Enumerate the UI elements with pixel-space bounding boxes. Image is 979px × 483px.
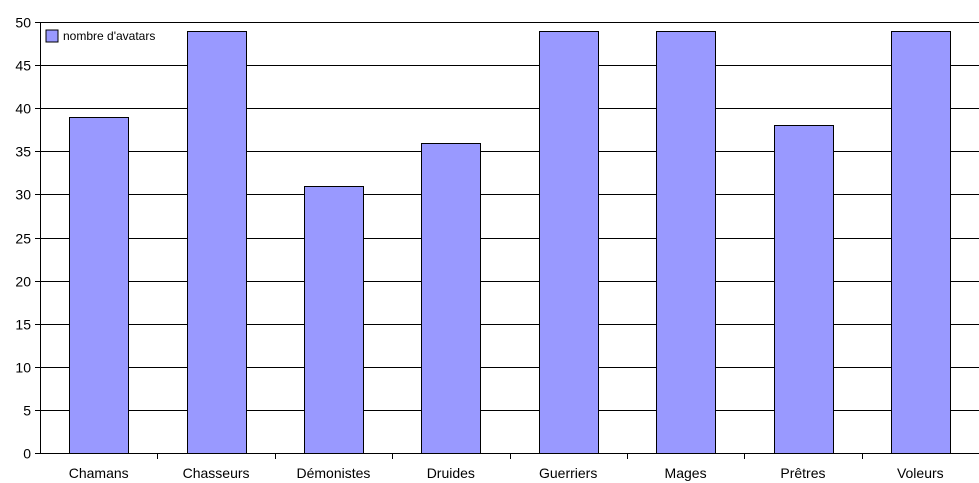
gridlines	[40, 22, 979, 411]
bar	[69, 117, 129, 454]
axes	[40, 22, 979, 454]
y-tick-label: 25	[15, 231, 31, 247]
bar	[187, 31, 247, 454]
x-tick-label: Guerriers	[539, 465, 597, 481]
y-tick-label: 15	[15, 317, 31, 333]
x-tick-label: Voleurs	[897, 465, 944, 481]
x-axis-ticks: Chamans Chasseurs Démonistes Druides Guerrie…	[69, 453, 944, 481]
y-tick-label: 40	[15, 101, 31, 117]
bar	[304, 186, 364, 454]
y-axis-ticks: 0 5 10 15 20 25 30 35 40 45 50	[15, 15, 40, 462]
y-tick-label: 30	[15, 187, 31, 203]
legend-label: nombre d'avatars	[63, 29, 155, 43]
x-tick-label: Mages	[665, 465, 707, 481]
bar	[891, 31, 951, 454]
y-tick-label: 20	[15, 274, 31, 290]
x-tick-label: Druides	[427, 465, 475, 481]
bar	[656, 31, 716, 454]
y-tick-label: 45	[15, 58, 31, 74]
y-tick-label: 10	[15, 360, 31, 376]
bar	[421, 143, 481, 454]
x-tick-label: Démonistes	[296, 465, 370, 481]
x-tick-label: Chasseurs	[183, 465, 250, 481]
legend-swatch	[45, 29, 59, 43]
bar	[774, 125, 834, 454]
bars	[69, 31, 951, 454]
y-tick-label: 50	[15, 15, 31, 31]
y-tick-label: 5	[23, 403, 31, 419]
x-tick-label: Chamans	[69, 465, 129, 481]
y-tick-label: 0	[23, 446, 31, 462]
bar	[539, 31, 599, 454]
x-tick-label: Prêtres	[780, 465, 825, 481]
legend: nombre d'avatars	[45, 29, 155, 43]
y-tick-label: 35	[15, 144, 31, 160]
